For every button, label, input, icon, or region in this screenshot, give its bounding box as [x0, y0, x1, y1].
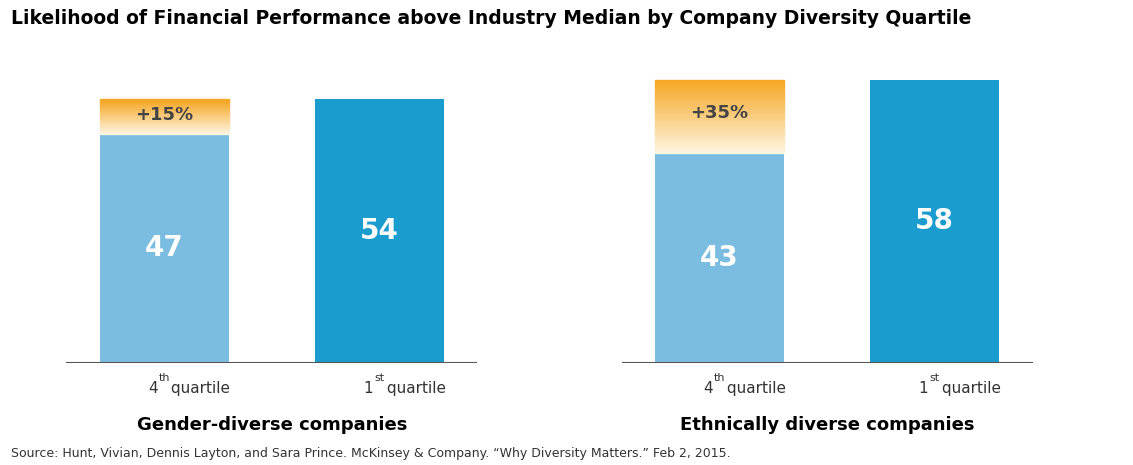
Bar [100, 129, 229, 130]
Bar [655, 80, 784, 82]
Bar [655, 90, 784, 92]
Bar [100, 110, 229, 111]
Text: quartile: quartile [167, 381, 230, 396]
Bar [655, 92, 784, 94]
Bar [100, 112, 229, 113]
Text: 47: 47 [145, 234, 184, 262]
Bar [100, 119, 229, 120]
Bar [655, 126, 784, 129]
Bar [100, 122, 229, 123]
Bar [655, 148, 784, 151]
Bar [655, 109, 784, 112]
Text: quartile: quartile [722, 381, 785, 396]
Text: 1: 1 [919, 381, 928, 396]
Bar [655, 153, 784, 363]
Text: 4: 4 [704, 381, 713, 396]
Bar [655, 85, 784, 87]
Bar [100, 102, 229, 103]
Text: 54: 54 [360, 217, 399, 245]
Bar [655, 129, 784, 131]
Text: +35%: +35% [690, 104, 749, 122]
Bar [100, 123, 229, 125]
Bar [655, 107, 784, 109]
Bar [100, 130, 229, 131]
Bar [100, 115, 229, 117]
Bar [100, 108, 229, 110]
Bar [100, 117, 229, 118]
Text: th: th [714, 373, 725, 383]
Bar [655, 143, 784, 146]
Bar [100, 127, 229, 128]
Bar [655, 104, 784, 107]
Bar [100, 121, 229, 122]
Bar [100, 114, 229, 115]
Bar [655, 139, 784, 141]
Bar [100, 128, 229, 129]
Bar [655, 114, 784, 117]
Bar [100, 126, 229, 127]
Text: Gender-diverse companies: Gender-diverse companies [137, 417, 407, 434]
Text: th: th [159, 373, 170, 383]
Bar [100, 104, 229, 105]
Bar [655, 87, 784, 90]
Bar [655, 82, 784, 85]
Bar [100, 131, 229, 133]
Bar [655, 100, 784, 102]
Bar [100, 118, 229, 119]
Bar [655, 141, 784, 143]
Text: st: st [929, 373, 939, 383]
Bar [100, 106, 229, 107]
Bar [655, 124, 784, 126]
Text: Likelihood of Financial Performance above Industry Median by Company Diversity Q: Likelihood of Financial Performance abov… [11, 9, 972, 28]
Bar [100, 133, 229, 363]
Bar [870, 80, 999, 363]
Bar [655, 102, 784, 104]
Bar [100, 107, 229, 108]
Bar [100, 105, 229, 106]
Bar [315, 100, 444, 363]
Bar [655, 136, 784, 139]
Text: +15%: +15% [135, 106, 194, 124]
Text: quartile: quartile [382, 381, 445, 396]
Bar [655, 97, 784, 100]
Bar [655, 133, 784, 136]
Text: 58: 58 [915, 207, 954, 235]
Text: quartile: quartile [937, 381, 1000, 396]
Text: 4: 4 [148, 381, 157, 396]
Bar [655, 146, 784, 148]
Bar [655, 131, 784, 133]
Bar [655, 121, 784, 124]
Bar [100, 120, 229, 121]
Bar [100, 125, 229, 126]
Bar [100, 111, 229, 112]
Bar [655, 112, 784, 114]
Bar [100, 103, 229, 104]
Bar [655, 94, 784, 97]
Bar [655, 117, 784, 119]
Text: Source: Hunt, Vivian, Dennis Layton, and Sara Prince. McKinsey & Company. “Why D: Source: Hunt, Vivian, Dennis Layton, and… [11, 447, 731, 460]
Bar [100, 113, 229, 114]
Bar [100, 100, 229, 102]
Text: Ethnically diverse companies: Ethnically diverse companies [680, 417, 974, 434]
Text: 1: 1 [364, 381, 373, 396]
Bar [655, 119, 784, 121]
Bar [655, 151, 784, 153]
Text: 43: 43 [700, 244, 739, 272]
Text: st: st [374, 373, 384, 383]
